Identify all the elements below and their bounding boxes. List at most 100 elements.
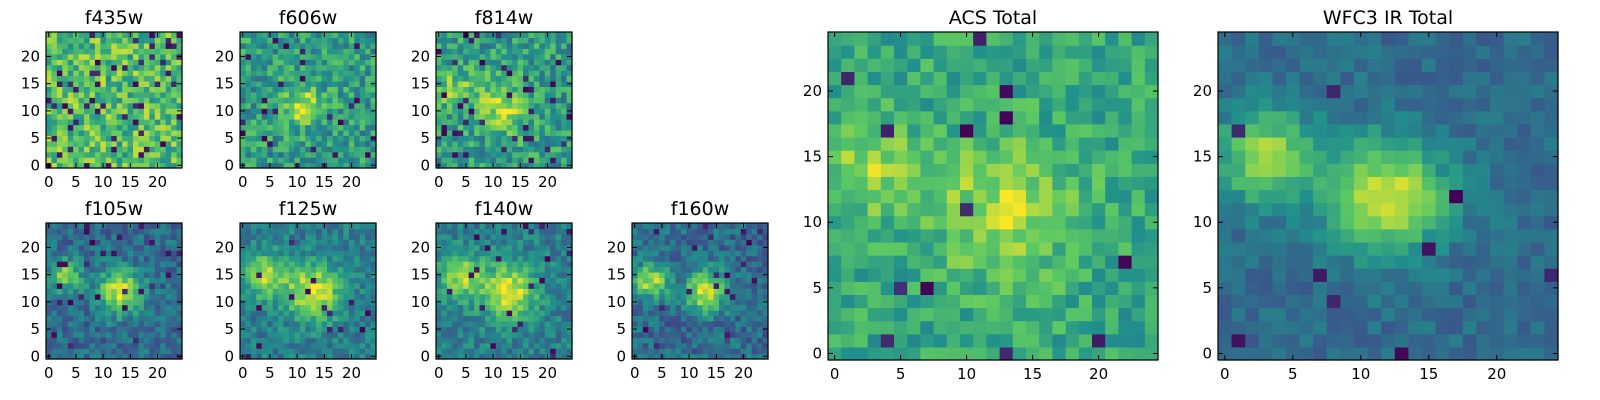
pixel [702,320,709,327]
pixel [359,151,366,158]
pixel [327,75,334,82]
pixel [680,223,687,230]
pixel [653,255,660,262]
pixel [316,86,323,93]
pixel [46,48,53,55]
pixel [337,140,344,147]
pixel [1092,320,1106,335]
pixel [348,64,355,71]
pixel [648,233,655,240]
pixel [506,353,513,360]
pixel [154,320,161,327]
pixel [288,293,295,300]
pixel [154,108,161,115]
pixel [495,348,502,355]
pixel [484,80,491,87]
y-tick-label: 5 [30,320,40,338]
pixel [854,163,869,177]
pixel [468,310,475,317]
pixel [272,37,279,44]
pixel [171,261,178,268]
pixel [73,124,80,131]
pixel [133,75,140,82]
pixel [272,140,279,147]
pixel [321,310,328,317]
pixel [446,255,453,262]
pixel [479,113,486,120]
pixel [708,282,715,289]
pixel [51,113,58,120]
pixel [446,48,453,55]
pixel [973,294,987,309]
pixel [354,91,361,98]
pixel [116,304,123,311]
pixel [89,102,96,109]
pixel [62,331,69,338]
pixel [62,304,69,311]
pixel [245,331,252,338]
pixel [973,202,987,217]
pixel [648,337,655,344]
pixel [1065,268,1080,282]
pixel [116,315,123,322]
pixel [446,320,453,327]
pixel [348,288,355,295]
pixel [907,320,921,335]
pixel [305,266,312,273]
pixel [94,80,101,87]
pixel [154,348,161,355]
pixel [1065,228,1080,243]
pixel [278,233,285,240]
pixel [51,86,58,93]
pixel [550,331,557,338]
pixel [691,288,698,295]
pixel [250,293,257,300]
pixel [474,151,481,158]
pixel [452,37,459,44]
pixel [100,337,107,344]
pixel [907,176,921,191]
pixel [740,337,747,344]
x-tick-label: 10 [288,173,307,191]
pixel [138,337,145,344]
pixel [490,108,497,115]
pixel [62,70,69,77]
pixel [550,140,557,147]
pixel [436,348,443,355]
pixel [272,42,279,49]
pixel [73,331,80,338]
pixel [946,241,961,256]
pixel [446,146,453,153]
pixel [708,348,715,355]
pixel [116,223,123,230]
pixel [250,282,257,289]
pixel [729,282,736,289]
pixel [528,86,535,93]
pixel [343,108,350,115]
pixel [348,37,355,44]
pixel [143,342,150,349]
pixel [452,223,459,230]
pixel [468,250,475,257]
pixel [111,64,118,71]
pixel [122,162,129,169]
pixel [479,337,486,344]
pixel [675,304,682,311]
pixel [116,255,123,262]
pixel [561,42,568,49]
pixel [143,53,150,60]
pixel [642,244,649,251]
pixel [365,42,372,49]
pixel [51,353,58,360]
pixel [697,348,704,355]
pixel [539,342,546,349]
pixel [245,129,252,136]
pixel [299,53,306,60]
pixel [299,277,306,284]
pixel [171,277,178,284]
pixel [365,119,372,126]
pixel [1131,294,1146,309]
pixel [680,261,687,268]
pixel [370,348,377,355]
pixel [272,64,279,71]
